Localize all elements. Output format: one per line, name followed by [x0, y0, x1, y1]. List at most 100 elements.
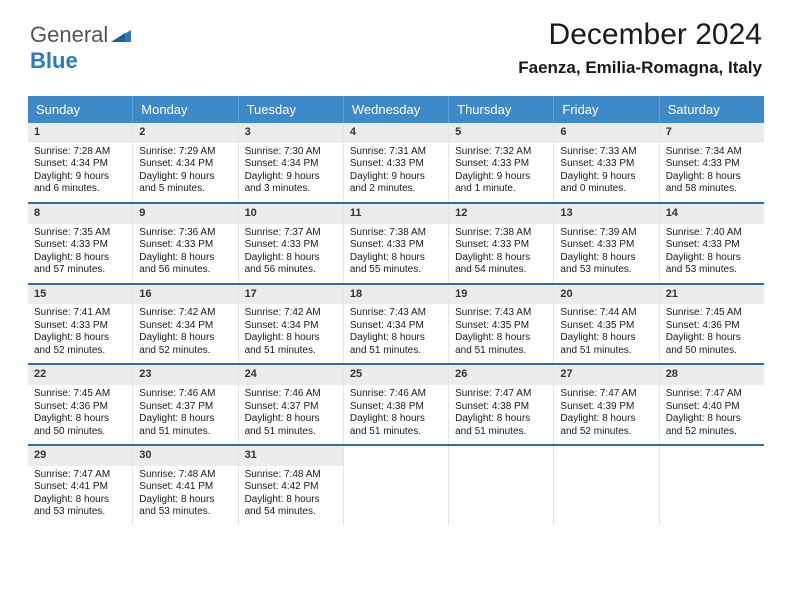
sunrise-text: Sunrise: 7:47 AM [560, 388, 652, 401]
sunrise-text: Sunrise: 7:44 AM [560, 307, 652, 320]
calendar-day: 30 Sunrise: 7:48 AMSunset: 4:41 PMDayligh… [133, 446, 238, 525]
sunrise-text: Sunrise: 7:47 AM [34, 469, 126, 482]
sunset-text: Sunset: 4:33 PM [139, 239, 231, 252]
day-number: 4 [344, 123, 448, 143]
sunset-text: Sunset: 4:41 PM [139, 481, 231, 494]
daylight-text: Daylight: 8 hours and 50 minutes. [34, 413, 126, 438]
day-number: 13 [554, 204, 658, 224]
calendar-day: 9Sunrise: 7:36 AMSunset: 4:33 PMDaylight… [133, 204, 238, 283]
sunset-text: Sunset: 4:35 PM [455, 320, 547, 333]
day-number: 27 [554, 365, 658, 385]
sunrise-text: Sunrise: 7:43 AM [455, 307, 547, 320]
sunrise-text: Sunrise: 7:48 AM [139, 469, 231, 482]
sunset-text: Sunset: 4:37 PM [139, 401, 231, 414]
sunset-text: Sunset: 4:33 PM [666, 158, 758, 171]
sunset-text: Sunset: 4:34 PM [245, 158, 337, 171]
sunrise-text: Sunrise: 7:35 AM [34, 227, 126, 240]
day-number: 1 [28, 123, 132, 143]
daylight-text: Daylight: 8 hours and 51 minutes. [560, 332, 652, 357]
day-number: 10 [239, 204, 343, 224]
day-number: 25 [344, 365, 448, 385]
logo: General Blue [30, 22, 131, 74]
sunset-text: Sunset: 4:33 PM [560, 158, 652, 171]
day-number: 21 [660, 285, 764, 305]
calendar-day: 1Sunrise: 7:28 AMSunset: 4:34 PMDaylight… [28, 123, 133, 202]
sunset-text: Sunset: 4:39 PM [560, 401, 652, 414]
day-number: 3 [239, 123, 343, 143]
calendar-day: 31Sunrise: 7:48 AMSunset: 4:42 PMDayligh… [239, 446, 344, 525]
sunrise-text: Sunrise: 7:31 AM [350, 146, 442, 159]
day-number: 26 [449, 365, 553, 385]
daylight-text: Daylight: 8 hours and 51 minutes. [350, 332, 442, 357]
logo-triangle-icon [111, 22, 131, 48]
day-number: 6 [554, 123, 658, 143]
daylight-text: Daylight: 9 hours and 1 minute. [455, 171, 547, 196]
day-number: 22 [28, 365, 132, 385]
dayname-thursday: Thursday [449, 96, 554, 123]
daylight-text: Daylight: 8 hours and 53 minutes. [139, 494, 231, 519]
day-number: 19 [449, 285, 553, 305]
calendar-day: 20Sunrise: 7:44 AMSunset: 4:35 PMDayligh… [554, 285, 659, 364]
daylight-text: Daylight: 8 hours and 51 minutes. [245, 413, 337, 438]
calendar-day: 18Sunrise: 7:43 AMSunset: 4:34 PMDayligh… [344, 285, 449, 364]
calendar-day: 27Sunrise: 7:47 AMSunset: 4:39 PMDayligh… [554, 365, 659, 444]
day-number: 2 [133, 123, 237, 143]
calendar-day: 8Sunrise: 7:35 AMSunset: 4:33 PMDaylight… [28, 204, 133, 283]
day-number: 30 [133, 446, 237, 466]
day-number: 9 [133, 204, 237, 224]
sunset-text: Sunset: 4:33 PM [455, 239, 547, 252]
sunrise-text: Sunrise: 7:48 AM [245, 469, 337, 482]
calendar-day: 19 Sunrise: 7:43 AMSunset: 4:35 PMDayligh… [449, 285, 554, 364]
calendar-week: 22Sunrise: 7:45 AMSunset: 4:36 PMDayligh… [28, 365, 764, 446]
daylight-text: Daylight: 8 hours and 55 minutes. [350, 252, 442, 277]
calendar-day: 28Sunrise: 7:47 AMSunset: 4:40 PMDayligh… [660, 365, 764, 444]
sunset-text: Sunset: 4:33 PM [560, 239, 652, 252]
daylight-text: Daylight: 8 hours and 52 minutes. [139, 332, 231, 357]
sunrise-text: Sunrise: 7:47 AM [666, 388, 758, 401]
sunrise-text: Sunrise: 7:43 AM [350, 307, 442, 320]
daylight-text: Daylight: 8 hours and 56 minutes. [245, 252, 337, 277]
calendar-empty-cell [554, 446, 659, 525]
sunrise-text: Sunrise: 7:30 AM [245, 146, 337, 159]
daylight-text: Daylight: 8 hours and 54 minutes. [245, 494, 337, 519]
sunrise-text: Sunrise: 7:34 AM [666, 146, 758, 159]
daylight-text: Daylight: 8 hours and 51 minutes. [455, 332, 547, 357]
calendar-day: 3Sunrise: 7:30 AMSunset: 4:34 PMDaylight… [239, 123, 344, 202]
page-title: December 2024 [549, 18, 762, 52]
daylight-text: Daylight: 8 hours and 50 minutes. [666, 332, 758, 357]
sunset-text: Sunset: 4:33 PM [34, 239, 126, 252]
daylight-text: Daylight: 8 hours and 57 minutes. [34, 252, 126, 277]
calendar-page: General Blue December 2024 Faenza, Emili… [0, 0, 792, 612]
calendar-week: 29Sunrise: 7:47 AMSunset: 4:41 PMDayligh… [28, 446, 764, 525]
calendar-grid: Sunday Monday Tuesday Wednesday Thursday… [28, 96, 764, 525]
dayname-row: Sunday Monday Tuesday Wednesday Thursday… [28, 96, 764, 123]
sunset-text: Sunset: 4:33 PM [245, 239, 337, 252]
sunset-text: Sunset: 4:34 PM [139, 158, 231, 171]
calendar-day: 7Sunrise: 7:34 AMSunset: 4:33 PMDaylight… [660, 123, 764, 202]
sunset-text: Sunset: 4:33 PM [455, 158, 547, 171]
daylight-text: Daylight: 8 hours and 53 minutes. [666, 252, 758, 277]
sunset-text: Sunset: 4:33 PM [34, 320, 126, 333]
daylight-text: Daylight: 8 hours and 56 minutes. [139, 252, 231, 277]
sunrise-text: Sunrise: 7:39 AM [560, 227, 652, 240]
calendar-day: 14Sunrise: 7:40 AMSunset: 4:33 PMDayligh… [660, 204, 764, 283]
day-number: 12 [449, 204, 553, 224]
daylight-text: Daylight: 8 hours and 51 minutes. [245, 332, 337, 357]
calendar-day: 13Sunrise: 7:39 AMSunset: 4:33 PMDayligh… [554, 204, 659, 283]
logo-word1: General [30, 22, 108, 47]
calendar-week: 8Sunrise: 7:35 AMSunset: 4:33 PMDaylight… [28, 204, 764, 285]
sunset-text: Sunset: 4:40 PM [666, 401, 758, 414]
day-number: 28 [660, 365, 764, 385]
sunset-text: Sunset: 4:36 PM [34, 401, 126, 414]
sunrise-text: Sunrise: 7:46 AM [245, 388, 337, 401]
calendar-day: 29Sunrise: 7:47 AMSunset: 4:41 PMDayligh… [28, 446, 133, 525]
daylight-text: Daylight: 9 hours and 2 minutes. [350, 171, 442, 196]
location-subtitle: Faenza, Emilia-Romagna, Italy [518, 58, 762, 78]
day-number: 18 [344, 285, 448, 305]
daylight-text: Daylight: 9 hours and 6 minutes. [34, 171, 126, 196]
sunset-text: Sunset: 4:34 PM [139, 320, 231, 333]
sunset-text: Sunset: 4:34 PM [34, 158, 126, 171]
sunset-text: Sunset: 4:38 PM [455, 401, 547, 414]
calendar-day: 21Sunrise: 7:45 AMSunset: 4:36 PMDayligh… [660, 285, 764, 364]
sunrise-text: Sunrise: 7:33 AM [560, 146, 652, 159]
